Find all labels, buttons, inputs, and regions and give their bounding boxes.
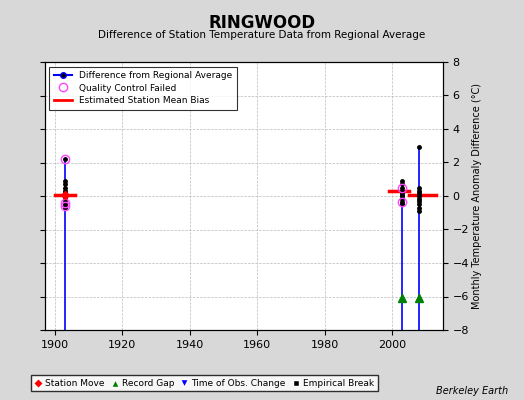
Text: Berkeley Earth: Berkeley Earth <box>436 386 508 396</box>
Y-axis label: Monthly Temperature Anomaly Difference (°C): Monthly Temperature Anomaly Difference (… <box>472 83 482 309</box>
Text: RINGWOOD: RINGWOOD <box>209 14 315 32</box>
Legend: Difference from Regional Average, Quality Control Failed, Estimated Station Mean: Difference from Regional Average, Qualit… <box>49 66 237 110</box>
Text: Difference of Station Temperature Data from Regional Average: Difference of Station Temperature Data f… <box>99 30 425 40</box>
Legend: Station Move, Record Gap, Time of Obs. Change, Empirical Break: Station Move, Record Gap, Time of Obs. C… <box>31 375 378 392</box>
